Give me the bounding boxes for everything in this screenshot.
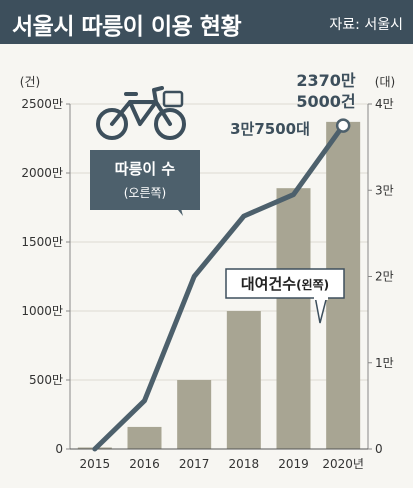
bar-final-annotation-line1: 2370만 — [296, 71, 356, 90]
left-tick-label: 2000만 — [21, 166, 63, 180]
bar-series-axis-note: (왼쪽) — [296, 278, 329, 292]
right-axis-ticks: 0 1만 2만 3만 4만 — [368, 97, 394, 456]
x-tick-label: 2016 — [129, 457, 160, 471]
bicycle-icon — [96, 86, 186, 140]
line-final-annotation: 3만7500대 — [230, 120, 310, 138]
line-series-end-point — [335, 118, 351, 133]
left-tick-label: 500만 — [29, 373, 63, 387]
grid-lines — [70, 103, 368, 381]
right-axis-unit: (대) — [375, 75, 395, 89]
left-tick-label: 1500만 — [21, 235, 63, 249]
line-series-callout-box — [90, 150, 200, 210]
x-tick-label: 2020년 — [322, 457, 364, 471]
right-tick-label: 3만 — [375, 183, 394, 197]
line-series-axis-note: (오른쪽) — [124, 186, 166, 200]
left-axis-ticks: 0 500만 1000만 1500만 2000만 2500만 — [21, 97, 70, 456]
source-label: 자료: 서울시 — [329, 17, 403, 33]
chart: (건) (대) 0 500만 1000만 1500만 2000만 2500만 0 1만 2만 3… — [20, 71, 395, 471]
left-axis-unit: (건) — [20, 75, 40, 89]
left-tick-label: 0 — [55, 442, 63, 456]
left-tick-label: 1000만 — [21, 304, 63, 318]
bar-series-callout-box — [225, 268, 345, 299]
line-series-path — [92, 123, 346, 452]
x-tick-label: 2018 — [229, 457, 260, 471]
right-tick-label: 0 — [375, 442, 383, 456]
bar — [177, 380, 212, 449]
x-tick-label: 2015 — [80, 457, 111, 471]
right-tick-label: 1만 — [375, 356, 394, 370]
x-tick-label: 2017 — [179, 457, 210, 471]
bar — [127, 426, 162, 449]
page-title: 서울시 따릉이 이용 현황 — [12, 14, 242, 40]
title-bar: 서울시 따릉이 이용 현황 자료: 서울시 — [0, 0, 413, 44]
bar-final-annotation-line2: 5000건 — [296, 92, 355, 111]
bar — [276, 188, 311, 449]
bar-series-name: 대여건수 — [241, 275, 296, 293]
right-tick-label: 2만 — [375, 270, 394, 284]
bar-callout-pointer — [314, 295, 328, 324]
bar-series-label: 대여건수(왼쪽) — [241, 275, 329, 293]
x-axis-ticks: 2015 2016 2017 2018 2019 2020년 — [80, 457, 364, 471]
x-tick-label: 2019 — [278, 457, 309, 471]
left-tick-label: 2500만 — [21, 97, 63, 111]
right-tick-label: 4만 — [375, 97, 394, 111]
bar-callout-join — [314, 294, 328, 300]
bar — [226, 311, 261, 449]
line-series-name: 따릉이 수 — [115, 160, 176, 178]
